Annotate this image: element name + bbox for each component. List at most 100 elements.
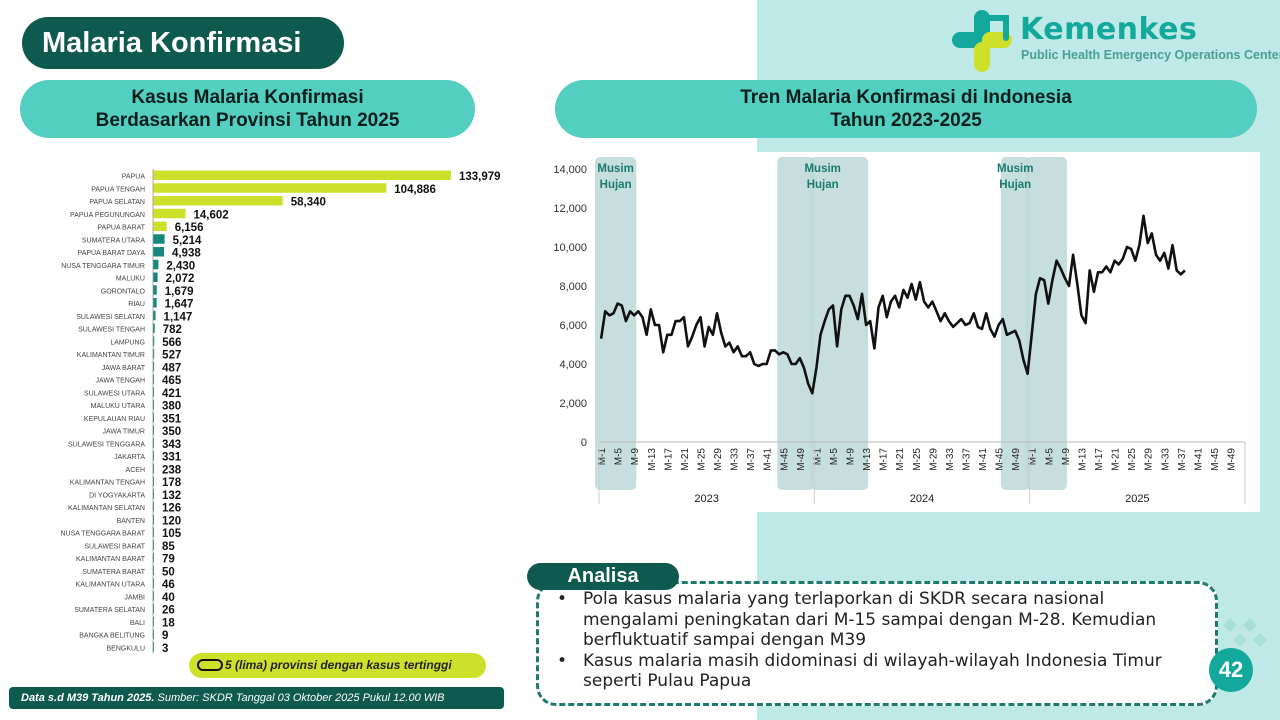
y-tick-label: 6,000 — [559, 320, 587, 332]
bar — [153, 578, 154, 588]
week-tick-label: M-21 — [1111, 448, 1122, 471]
source-footer: Data s.d M39 Tahun 2025. Sumber: SKDR Ta… — [9, 687, 504, 709]
value-label: 85 — [162, 541, 175, 553]
week-tick-label: M-9 — [630, 448, 641, 466]
y-tick-label: 12,000 — [553, 203, 587, 215]
value-label: 178 — [162, 477, 182, 489]
analysis-box: Pola kasus malaria yang terlaporkan di S… — [536, 581, 1218, 706]
rain-season-band — [1025, 157, 1067, 490]
top5-legend: 5 (lima) provinsi dengan kasus tertinggi — [189, 653, 486, 678]
category-label: KALIMANTAN UTARA — [76, 582, 146, 589]
bar — [153, 361, 155, 372]
legend-text: 5 (lima) provinsi dengan kasus tertinggi — [225, 658, 452, 672]
value-label: 350 — [162, 426, 181, 438]
bar — [153, 234, 165, 244]
bar — [153, 476, 154, 486]
batik-pattern-icon — [1222, 617, 1268, 648]
week-tick-label: M-45 — [1210, 448, 1221, 471]
week-tick-label: M-41 — [763, 448, 774, 471]
category-label: JAKARTA — [114, 454, 145, 461]
bar — [153, 183, 387, 193]
category-label: RIAU — [128, 301, 145, 308]
band-label: Hujan — [600, 179, 632, 191]
band-label: Musim — [597, 163, 633, 175]
value-label: 50 — [162, 566, 175, 578]
category-label: KALIMANTAN TENGAH — [70, 480, 145, 487]
category-label: BANGKA BELITUNG — [79, 633, 145, 640]
category-label: SULAWESI TENGGARA — [68, 441, 145, 448]
week-tick-label: M-37 — [961, 448, 972, 471]
line-chart-title-line1: Tren Malaria Konfirmasi di Indonesia — [740, 87, 1072, 108]
category-label: LAMPUNG — [110, 339, 145, 346]
week-tick-label: M-37 — [1177, 448, 1188, 471]
bar — [153, 553, 154, 563]
bar — [153, 259, 159, 270]
bar — [153, 540, 154, 550]
bar — [153, 412, 154, 423]
category-label: SUMATERA UTARA — [82, 237, 145, 244]
value-label: 1,679 — [165, 286, 194, 298]
bar — [153, 196, 283, 206]
logo-name: Kemenkes — [1020, 12, 1198, 47]
week-tick-label: M-21 — [895, 448, 906, 471]
week-tick-label: M-13 — [862, 448, 873, 471]
bar — [153, 387, 154, 397]
bar — [153, 170, 451, 180]
week-tick-label: M-49 — [796, 448, 807, 471]
category-label: PAPUA TENGAH — [91, 186, 145, 193]
bar — [153, 514, 154, 525]
value-label: 1,147 — [164, 311, 193, 323]
bar — [153, 463, 154, 474]
bar — [153, 272, 158, 282]
category-label: BANTEN — [117, 518, 145, 525]
category-label: JAMBI — [124, 594, 145, 601]
bar — [153, 336, 155, 346]
line-chart-title-line2: Tahun 2023-2025 — [830, 110, 982, 131]
year-label: 2024 — [910, 493, 934, 505]
value-label: 126 — [162, 503, 181, 515]
value-label: 465 — [162, 375, 182, 387]
footer-date: Data s.d M39 Tahun 2025. — [21, 692, 155, 704]
bar — [153, 310, 156, 321]
value-label: 26 — [162, 605, 175, 617]
value-label: 105 — [162, 528, 182, 540]
bar-chart-header: Kasus Malaria Konfirmasi Berdasarkan Pro… — [20, 80, 475, 138]
legend-swatch-icon — [197, 659, 223, 671]
category-label: SULAWESI TENGAH — [78, 327, 145, 334]
category-label: KALIMANTAN SELATAN — [68, 505, 145, 512]
week-tick-label: M-5 — [614, 448, 625, 466]
category-label: PAPUA — [122, 174, 146, 181]
value-label: 351 — [162, 413, 182, 425]
category-label: PAPUA BARAT — [97, 225, 145, 232]
week-tick-label: M-45 — [995, 448, 1006, 471]
bar — [153, 425, 154, 435]
week-tick-label: M-1 — [597, 448, 608, 466]
value-label: 1,647 — [165, 299, 194, 311]
week-tick-label: M-21 — [680, 448, 691, 471]
week-tick-label: M-29 — [1144, 448, 1155, 471]
value-label: 343 — [162, 439, 181, 451]
value-label: 527 — [162, 350, 181, 362]
value-label: 104,886 — [394, 184, 436, 196]
value-label: 120 — [162, 515, 181, 527]
band-label: Hujan — [999, 179, 1031, 191]
bar — [153, 349, 155, 359]
bar — [153, 642, 154, 652]
week-tick-label: M-5 — [829, 448, 840, 466]
category-label: PAPUA SELATAN — [89, 199, 145, 206]
province-bar-chart: PAPUA 133,979 PAPUA TENGAH 104,886 PAPUA SEL… — [60, 169, 501, 655]
category-label: ACEH — [126, 467, 145, 474]
category-label: NUSA TENGGARA TIMUR — [61, 263, 145, 270]
value-label: 380 — [162, 401, 181, 413]
analysis-bullet: Pola kasus malaria yang terlaporkan di S… — [557, 589, 1197, 651]
category-label: SULAWESI SELATAN — [76, 314, 145, 321]
bar — [153, 374, 155, 384]
y-tick-label: 8,000 — [559, 281, 587, 293]
page-number: 42 — [1209, 648, 1253, 692]
value-label: 421 — [162, 388, 182, 400]
value-label: 331 — [162, 452, 182, 464]
category-label: BENGKULU — [106, 645, 145, 652]
bar — [153, 527, 154, 537]
week-tick-label: M-49 — [1227, 448, 1238, 471]
logo-subtitle: Public Health Emergency Operations Cente… — [1021, 48, 1280, 62]
